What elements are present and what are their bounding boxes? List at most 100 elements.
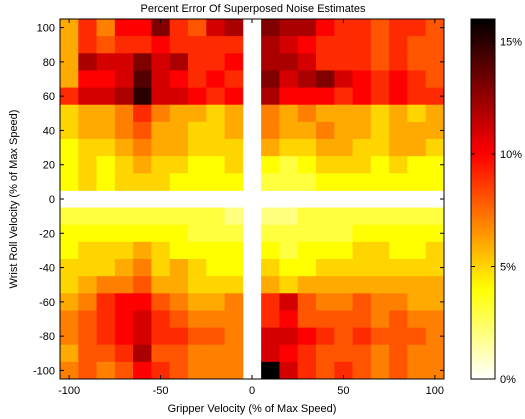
heatmap-cell xyxy=(78,207,97,226)
heatmap-cell xyxy=(60,344,79,363)
heatmap-cell xyxy=(188,173,207,191)
heatmap-cell xyxy=(60,121,79,140)
heatmap-cell xyxy=(261,139,280,157)
heatmap-cell xyxy=(151,53,171,71)
heatmap-cell xyxy=(352,344,372,363)
heatmap-cell xyxy=(316,327,335,346)
heatmap-cell xyxy=(151,36,171,54)
heatmap-cell xyxy=(96,207,116,226)
heatmap-cell xyxy=(96,53,116,71)
heatmap-cell xyxy=(188,207,207,226)
heatmap-cell xyxy=(224,19,244,37)
heatmap-cell xyxy=(133,344,152,363)
heatmap-cell xyxy=(169,19,189,37)
heatmap-cell xyxy=(279,87,299,106)
heatmap-cell xyxy=(206,173,225,191)
heatmap-cell xyxy=(169,104,189,123)
heatmap-cell xyxy=(261,241,280,260)
heatmap-cell xyxy=(425,104,445,123)
heatmap-cell xyxy=(407,310,427,328)
heatmap-cell xyxy=(188,361,207,380)
heatmap-cell xyxy=(352,87,372,106)
heatmap-cell xyxy=(334,259,353,277)
heatmap-cell xyxy=(352,310,372,328)
heatmap-cell xyxy=(297,87,317,106)
heatmap-cell xyxy=(169,327,189,346)
heatmap-cell xyxy=(224,53,244,71)
heatmap-cell xyxy=(261,156,280,174)
heatmap-cell xyxy=(334,104,353,123)
heatmap-cell xyxy=(316,36,335,54)
heatmap-cell xyxy=(169,259,189,277)
heatmap-cell xyxy=(407,139,427,157)
heatmap-cell xyxy=(78,310,97,328)
heatmap-cell xyxy=(279,241,299,260)
heatmap-cell xyxy=(206,87,225,106)
heatmap-cell xyxy=(60,327,79,346)
heatmap-cell xyxy=(96,87,116,106)
heatmap-cell xyxy=(389,36,408,54)
heatmap-cell xyxy=(316,139,335,157)
heatmap-cell xyxy=(151,104,171,123)
heatmap-cell xyxy=(133,36,152,54)
heatmap-cell xyxy=(297,173,317,191)
heatmap-cell xyxy=(96,276,116,294)
heatmap-cell xyxy=(370,276,390,294)
heatmap-cell xyxy=(188,70,207,88)
heatmap-cell xyxy=(188,53,207,71)
heatmap-cell xyxy=(224,87,244,106)
heatmap-cell xyxy=(297,276,317,294)
heatmap-cell xyxy=(297,36,317,54)
heatmap-cell xyxy=(60,361,79,380)
heatmap-cell xyxy=(352,327,372,346)
heatmap-cell xyxy=(224,327,244,346)
heatmap-cell xyxy=(279,156,299,174)
heatmap-cell xyxy=(96,344,116,363)
heatmap-cell xyxy=(425,139,445,157)
heatmap-cell xyxy=(188,104,207,123)
y-tick-label: -100 xyxy=(33,365,55,377)
heatmap-cell xyxy=(206,139,225,157)
heatmap-cell xyxy=(188,310,207,328)
heatmap-cell xyxy=(261,104,280,123)
heatmap-cell xyxy=(151,173,171,191)
x-tick-label: 0 xyxy=(249,385,255,397)
heatmap-cell xyxy=(425,87,445,106)
heatmap-cell xyxy=(188,121,207,140)
x-tick-label: 50 xyxy=(337,385,349,397)
heatmap-cell xyxy=(316,207,335,226)
heatmap-cell xyxy=(96,19,116,37)
heatmap-cell xyxy=(389,121,408,140)
heatmap-cell xyxy=(389,276,408,294)
heatmap-cell xyxy=(261,53,280,71)
heatmap-cell xyxy=(114,104,134,123)
colorbar-tick-label: 5% xyxy=(500,262,516,274)
y-tick-label: -40 xyxy=(39,263,55,275)
heatmap-cell xyxy=(370,53,390,71)
heatmap-cell xyxy=(316,53,335,71)
heatmap-cell xyxy=(261,207,280,226)
heatmap-cell xyxy=(261,70,280,88)
heatmap-cell xyxy=(297,241,317,260)
y-tick-label: -20 xyxy=(39,228,55,240)
heatmap-cell xyxy=(352,224,372,243)
heatmap-cell xyxy=(169,173,189,191)
heatmap-cell xyxy=(169,241,189,260)
heatmap-cell xyxy=(370,173,390,191)
heatmap-cell xyxy=(206,156,225,174)
heatmap-cell xyxy=(78,121,97,140)
y-axis-label: Wrist Roll Velocity (% of Max Speed) xyxy=(8,110,20,289)
heatmap-cell xyxy=(297,139,317,157)
heatmap-cell xyxy=(114,19,134,37)
heatmap-cell xyxy=(261,224,280,243)
heatmap-cell xyxy=(224,276,244,294)
heatmap-cell xyxy=(352,19,372,37)
heatmap-cell xyxy=(78,36,97,54)
heatmap-cell xyxy=(261,173,280,191)
heatmap-cell xyxy=(206,241,225,260)
heatmap-cell xyxy=(261,361,280,380)
heatmap-cell xyxy=(169,156,189,174)
heatmap-cell xyxy=(352,173,372,191)
heatmap-cell xyxy=(78,104,97,123)
